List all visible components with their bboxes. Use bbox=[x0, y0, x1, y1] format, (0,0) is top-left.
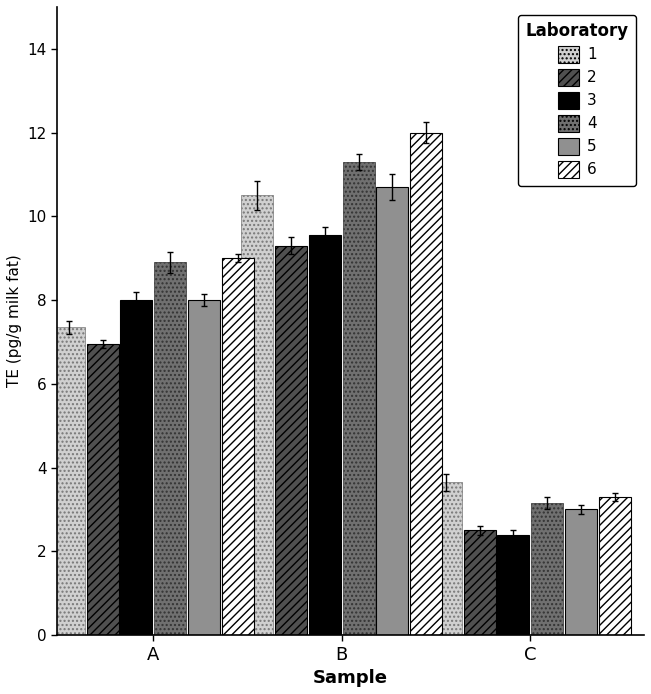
Bar bbox=[497, 534, 529, 635]
Bar bbox=[242, 196, 273, 635]
Bar bbox=[120, 300, 152, 635]
Legend: 1, 2, 3, 4, 5, 6: 1, 2, 3, 4, 5, 6 bbox=[518, 15, 637, 186]
Bar bbox=[342, 162, 374, 635]
Bar bbox=[430, 482, 462, 635]
Bar bbox=[565, 509, 597, 635]
Bar bbox=[599, 497, 631, 635]
Bar bbox=[53, 328, 85, 635]
Bar bbox=[464, 530, 495, 635]
Y-axis label: TE (pg/g milk fat): TE (pg/g milk fat) bbox=[7, 255, 22, 387]
Bar bbox=[309, 235, 341, 635]
Bar bbox=[275, 246, 307, 635]
Bar bbox=[87, 344, 118, 635]
X-axis label: Sample: Sample bbox=[313, 669, 388, 687]
Bar bbox=[188, 300, 220, 635]
Bar bbox=[531, 503, 563, 635]
Bar bbox=[376, 187, 408, 635]
Bar bbox=[222, 258, 254, 635]
Bar bbox=[410, 133, 442, 635]
Bar bbox=[154, 262, 186, 635]
